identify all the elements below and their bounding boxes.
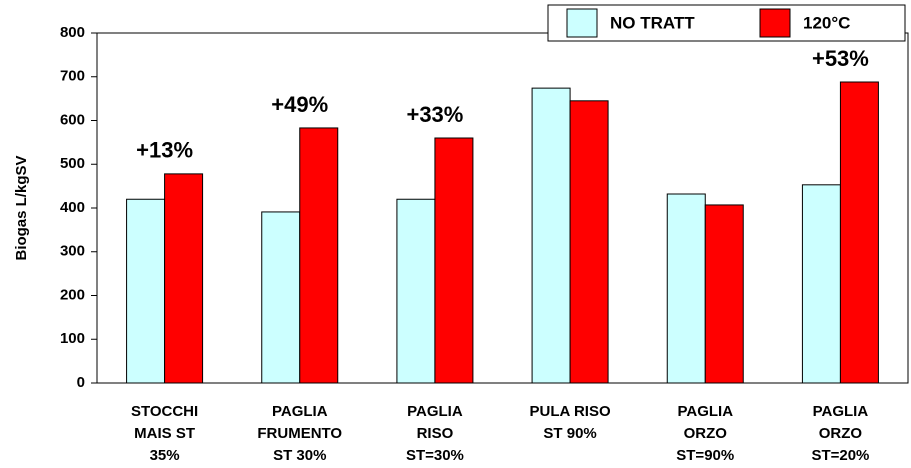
y-tick-label: 100 xyxy=(60,330,85,347)
bar xyxy=(434,137,474,384)
x-tick-label: PAGLIA FRUMENTO ST 30% xyxy=(257,403,342,464)
y-tick-label: 700 xyxy=(60,68,85,85)
legend-swatch xyxy=(566,8,598,38)
bar xyxy=(164,173,204,384)
y-tick-label: 200 xyxy=(60,286,85,303)
x-tick-label: PAGLIA ORZO ST=20% xyxy=(811,403,869,464)
bar xyxy=(801,184,841,384)
bar xyxy=(704,204,744,384)
bar xyxy=(299,127,339,384)
x-tick-label: PAGLIA RISO ST=30% xyxy=(406,403,464,464)
legend-box xyxy=(547,4,906,42)
bar xyxy=(531,87,571,384)
legend-label: NO TRATT xyxy=(610,13,695,32)
annotation: +33% xyxy=(406,102,463,127)
y-tick-label: 300 xyxy=(60,243,85,260)
plot-frame xyxy=(96,32,909,384)
bar xyxy=(396,198,436,384)
bar xyxy=(839,81,879,384)
legend-label: 120°C xyxy=(803,13,850,32)
bar xyxy=(126,198,166,384)
bar xyxy=(569,100,609,384)
y-tick-label: 800 xyxy=(60,24,85,41)
annotation: +13% xyxy=(136,138,193,163)
y-axis-label: Biogas L/kgSV xyxy=(13,155,30,260)
annotation: +53% xyxy=(812,46,869,71)
y-tick-label: 400 xyxy=(60,199,85,216)
x-tick-label: STOCCHI MAIS ST 35% xyxy=(131,403,198,464)
x-tick-label: PAGLIA ORZO ST=90% xyxy=(676,403,734,464)
bar xyxy=(666,193,706,384)
bar xyxy=(261,211,301,384)
annotation: +49% xyxy=(271,92,328,117)
y-tick-label: 500 xyxy=(60,155,85,172)
y-tick-label: 600 xyxy=(60,111,85,128)
x-tick-label: PULA RISO ST 90% xyxy=(530,403,611,442)
legend-swatch xyxy=(759,8,791,38)
y-tick-label: 0 xyxy=(77,374,85,391)
